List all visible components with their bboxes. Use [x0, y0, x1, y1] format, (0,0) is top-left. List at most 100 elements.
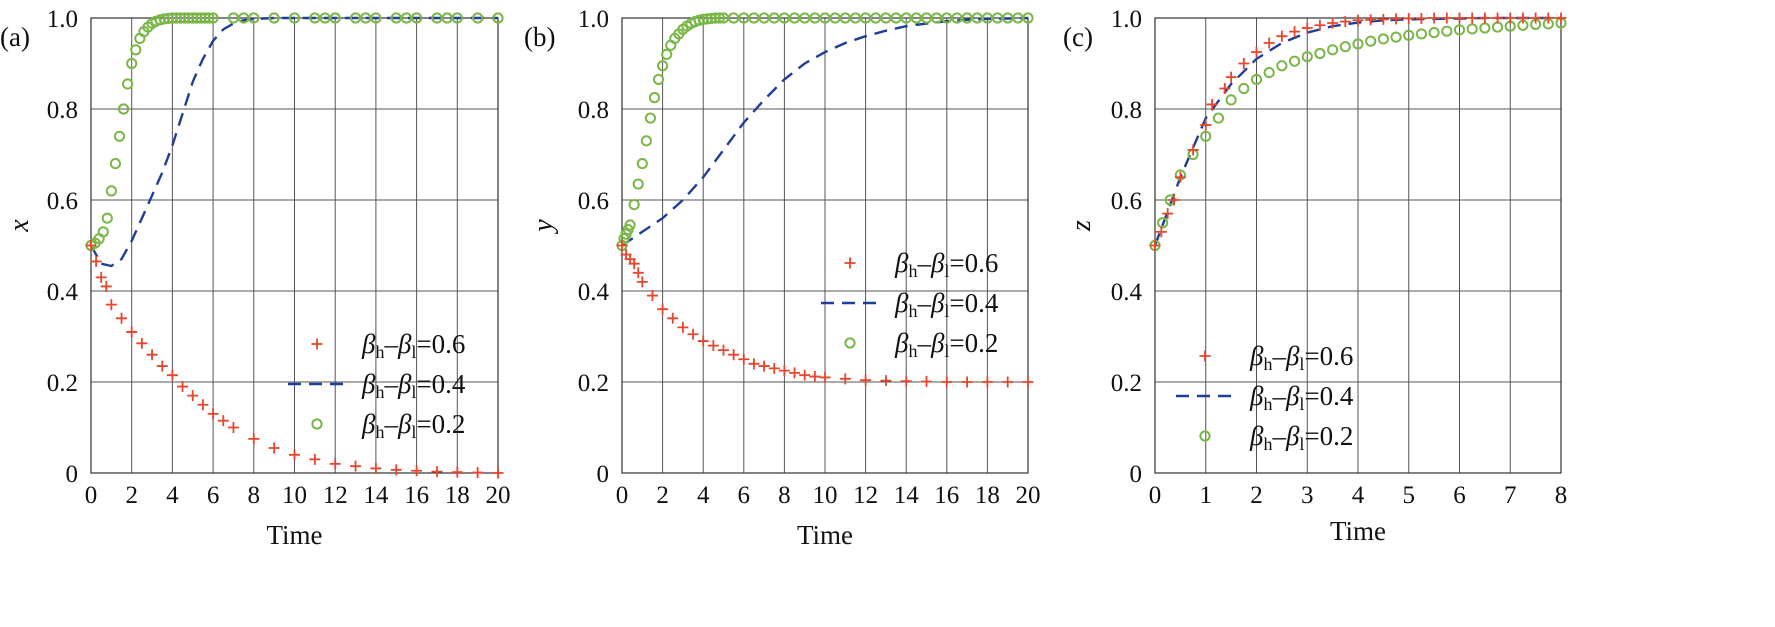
data-point [227, 422, 239, 433]
data-point [268, 12, 280, 24]
data-point [1225, 71, 1237, 83]
legend-item: βh–βl=0.2 [1199, 421, 1353, 454]
legend-label: βh–βl=0.6 [361, 329, 465, 362]
data-point [1415, 12, 1427, 24]
data-point [90, 255, 102, 267]
legend-swatch [844, 337, 856, 349]
data-point [616, 240, 628, 251]
data-point [1530, 12, 1542, 24]
data-point [1479, 12, 1491, 24]
data-point [1276, 60, 1288, 72]
data-point [697, 335, 709, 347]
data-point [1238, 58, 1250, 69]
data-point [122, 78, 134, 90]
data-point [174, 12, 187, 24]
y-axis-label: y [528, 219, 559, 235]
grid [1154, 17, 1562, 474]
data-point [667, 312, 679, 324]
data-point [289, 449, 300, 461]
data-point [1251, 46, 1262, 58]
data-point [195, 12, 207, 24]
panel-c: 0 1 2 3 4 5 6 7 8 0 0.2 0.4 0.6 0.8 1.0 Time z (c) βh–βl=0… [1063, 6, 1567, 546]
data-point [880, 375, 892, 387]
data-point [370, 462, 382, 474]
panel-label: (b) [524, 22, 555, 52]
data-point [100, 280, 112, 292]
data-point [492, 467, 504, 479]
data-point [113, 130, 126, 142]
y-tick-label: 0.8 [47, 97, 78, 124]
data-point [1504, 12, 1516, 24]
data-point [130, 44, 142, 56]
x-tick-label: 4 [1352, 482, 1365, 509]
grid [90, 17, 499, 474]
data-point [95, 271, 107, 283]
data-point [1517, 12, 1529, 24]
data-point [713, 12, 726, 24]
data-point [921, 376, 932, 388]
legend: βh–βl=0.6 βh–βl=0.4 βh–βl=0.2 [1176, 341, 1354, 454]
legend: βh–βl=0.6 βh–βl=0.4 βh–βl=0.2 [288, 329, 466, 442]
data-point [1441, 25, 1453, 37]
data-point [819, 371, 831, 383]
y-axis-label: z [1066, 220, 1097, 232]
data-point [1157, 217, 1169, 229]
x-tick-label: 0 [85, 482, 98, 509]
data-point [1479, 22, 1491, 34]
data-point [1276, 30, 1288, 42]
data-point [117, 103, 130, 115]
panel-a: 0 2 4 6 8 10 12 14 16 18 2000.20.40.60.81.0Timex(a… [0, 6, 511, 550]
data-point [472, 467, 484, 479]
x-tick-label: 8 [248, 482, 261, 509]
x-tick-label: 6 [1453, 482, 1466, 509]
x-tick-label: 6 [738, 482, 751, 509]
data-point [207, 408, 219, 420]
x-tick-label: 16 [934, 482, 959, 509]
legend-item: βh–βl=0.4 [1176, 381, 1354, 414]
data-point [981, 376, 993, 388]
data-point [166, 12, 178, 24]
legend-label: βh–βl=0.4 [361, 369, 466, 402]
data-point [451, 466, 463, 478]
y-tick-label: 0.6 [578, 188, 609, 215]
data-point [1390, 13, 1402, 25]
y-tick-label: 0.6 [1111, 188, 1142, 215]
x-tick-label: 8 [1555, 482, 1568, 509]
data-point [636, 158, 648, 170]
data-point [126, 326, 138, 338]
data-point [628, 258, 640, 270]
data-point [85, 240, 97, 251]
data-point [1454, 12, 1465, 24]
series-3 [1149, 17, 1567, 252]
x-tick-label: 18 [445, 482, 470, 509]
data-point [1301, 22, 1313, 34]
legend: βh–βl=0.6 βh–βl=0.4 βh–βl=0.2 [821, 248, 999, 361]
data-point [628, 198, 640, 211]
data-point [179, 12, 191, 24]
y-tick-label: 0.4 [578, 279, 610, 306]
y-axis-label: x [4, 219, 35, 233]
data-point [632, 267, 644, 279]
data-point [1542, 12, 1554, 24]
data-point [1491, 21, 1504, 33]
data-point [166, 369, 178, 381]
legend-label: βh–βl=0.6 [894, 248, 998, 281]
data-point [105, 185, 117, 197]
y-tick-label: 1.0 [1111, 6, 1142, 33]
y-tick-label: 0.2 [1111, 370, 1142, 397]
data-point [661, 48, 673, 61]
data-point [1168, 194, 1180, 206]
x-tick-label: 5 [1403, 482, 1416, 509]
data-point [162, 12, 174, 25]
data-point [705, 12, 717, 25]
x-tick-label: 0 [616, 482, 629, 509]
data-point [728, 349, 740, 361]
data-point [1441, 12, 1453, 24]
data-point [1206, 98, 1218, 110]
y-tick-label: 0 [1130, 461, 1143, 488]
legend-label: βh–βl=0.6 [1249, 341, 1353, 374]
data-point [900, 375, 912, 387]
data-point [1365, 14, 1377, 26]
data-point [207, 12, 219, 24]
